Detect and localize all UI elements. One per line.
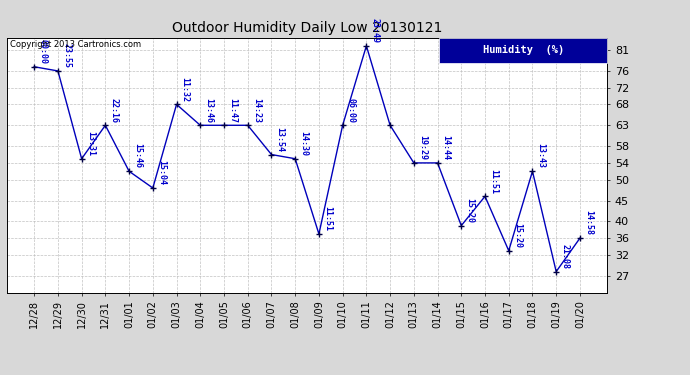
Text: 15:04: 15:04 bbox=[157, 160, 166, 185]
Text: Copyright 2013 Cartronics.com: Copyright 2013 Cartronics.com bbox=[10, 40, 141, 49]
Text: 00:00: 00:00 bbox=[39, 39, 48, 64]
Text: 06:00: 06:00 bbox=[347, 98, 356, 123]
Text: 23:55: 23:55 bbox=[62, 43, 71, 68]
Text: 14:23: 14:23 bbox=[252, 98, 261, 123]
Text: 14:30: 14:30 bbox=[299, 131, 308, 156]
Text: 15:20: 15:20 bbox=[513, 223, 522, 248]
Text: 21:08: 21:08 bbox=[560, 244, 569, 269]
Text: 13:31: 13:31 bbox=[86, 131, 95, 156]
Text: 13:43: 13:43 bbox=[537, 144, 546, 168]
Text: 23:49: 23:49 bbox=[371, 18, 380, 43]
Text: 13:54: 13:54 bbox=[275, 127, 285, 152]
Text: 13:46: 13:46 bbox=[204, 98, 213, 123]
Text: 11:47: 11:47 bbox=[228, 98, 237, 123]
Text: 11:51: 11:51 bbox=[489, 169, 498, 194]
Text: 15:20: 15:20 bbox=[466, 198, 475, 223]
Title: Outdoor Humidity Daily Low 20130121: Outdoor Humidity Daily Low 20130121 bbox=[172, 21, 442, 35]
Text: 14:58: 14:58 bbox=[584, 210, 593, 236]
Text: 14:44: 14:44 bbox=[442, 135, 451, 160]
Text: 11:32: 11:32 bbox=[181, 76, 190, 102]
Text: 11:51: 11:51 bbox=[323, 206, 332, 231]
Text: 22:16: 22:16 bbox=[110, 98, 119, 123]
Text: Humidity  (%): Humidity (%) bbox=[482, 45, 564, 55]
Text: 15:46: 15:46 bbox=[133, 144, 142, 168]
FancyBboxPatch shape bbox=[439, 38, 607, 63]
Text: 19:29: 19:29 bbox=[418, 135, 427, 160]
